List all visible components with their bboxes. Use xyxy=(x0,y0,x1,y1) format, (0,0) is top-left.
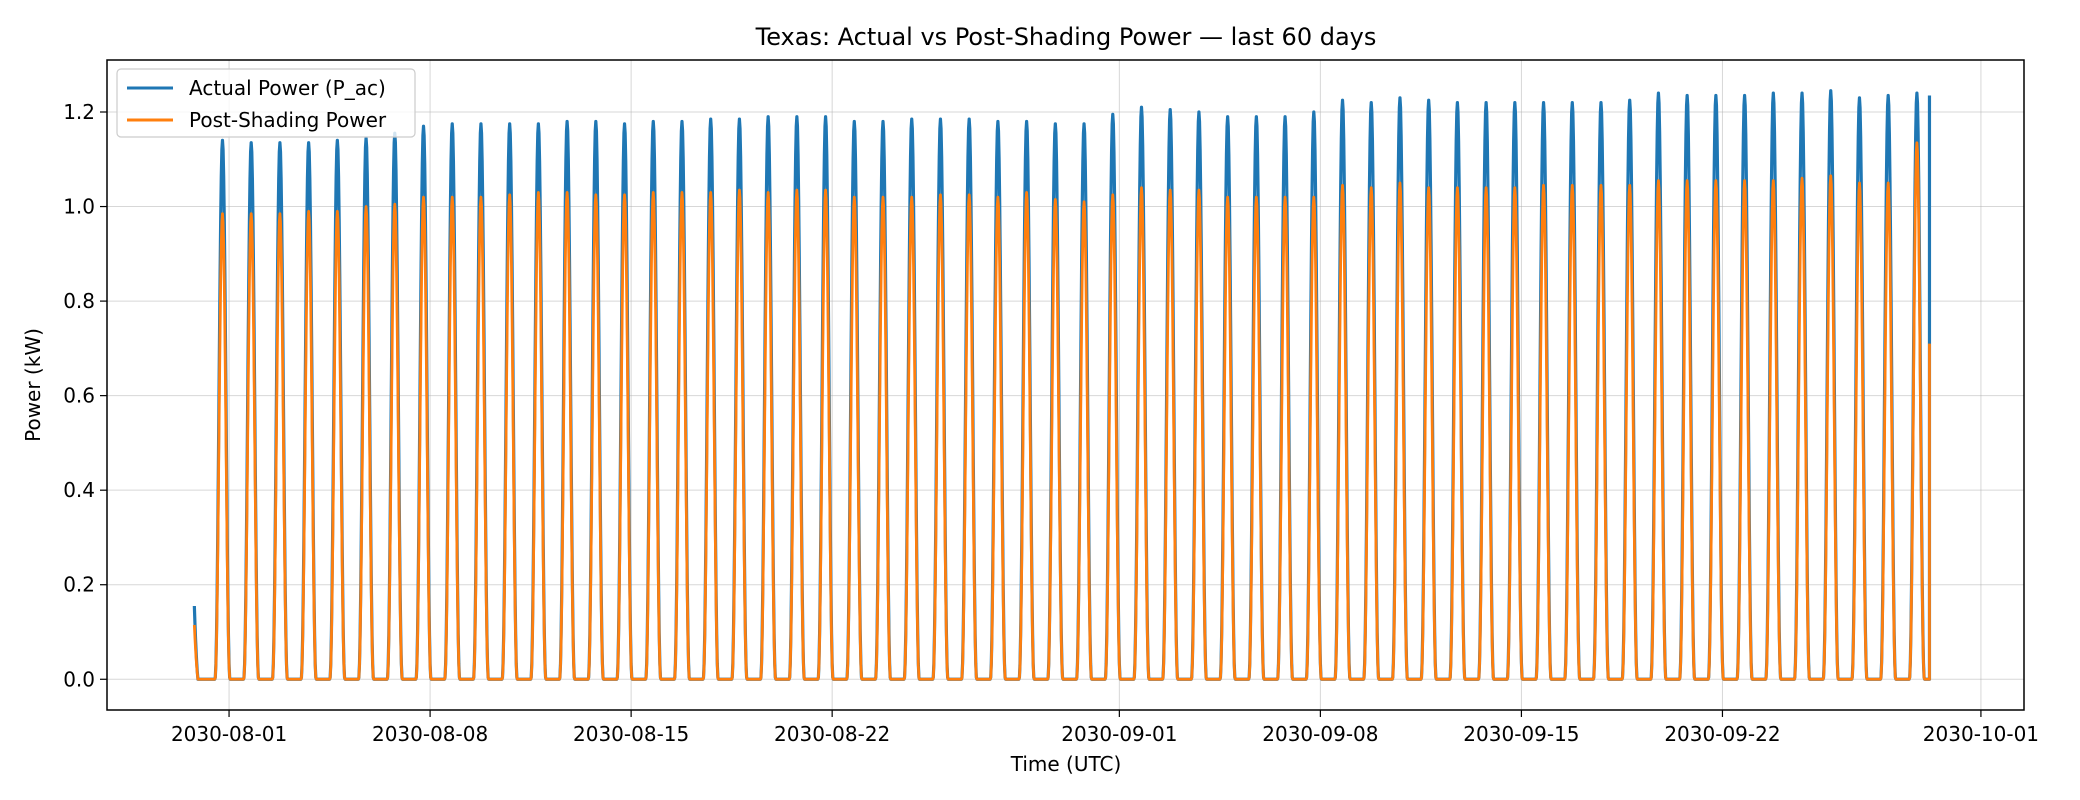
x-tick-label: 2030-09-15 xyxy=(1463,722,1579,746)
y-tick-label: 1.0 xyxy=(63,195,95,219)
x-tick-label: 2030-09-08 xyxy=(1262,722,1378,746)
legend-label-actual: Actual Power (P_ac) xyxy=(189,76,386,100)
x-tick-label: 2030-10-01 xyxy=(1923,722,2039,746)
y-axis: 0.0 0.2 0.4 0.6 0.8 1.0 1.2 xyxy=(63,100,107,691)
x-tick-label: 2030-08-15 xyxy=(573,722,689,746)
x-tick-label: 2030-08-01 xyxy=(171,722,287,746)
plot-area xyxy=(192,89,1932,681)
legend-label-post-shading: Post-Shading Power xyxy=(189,108,387,132)
y-tick-label: 0.0 xyxy=(63,667,95,691)
y-tick-label: 1.2 xyxy=(63,100,95,124)
y-tick-label: 0.4 xyxy=(63,478,95,502)
x-tick-label: 2030-08-08 xyxy=(372,722,488,746)
plot-frame xyxy=(106,59,2025,711)
x-axis-label: Time (UTC) xyxy=(1010,752,1122,776)
legend: Actual Power (P_ac) Post-Shading Power xyxy=(116,68,416,138)
series-line-post-shading-power xyxy=(192,141,1931,681)
legend-box xyxy=(116,68,416,138)
y-tick-label: 0.8 xyxy=(63,289,95,313)
x-tick-label: 2030-09-22 xyxy=(1664,722,1780,746)
x-tick-label: 2030-09-01 xyxy=(1061,722,1177,746)
y-tick-label: 0.2 xyxy=(63,573,95,597)
x-axis: 2030-08-01 2030-08-08 2030-08-15 2030-08-22… xyxy=(171,710,2039,746)
y-tick-label: 0.6 xyxy=(63,384,95,408)
x-tick-label: 2030-08-22 xyxy=(774,722,890,746)
y-axis-label: Power (kW) xyxy=(21,328,45,442)
chart-title: Texas: Actual vs Post-Shading Power — la… xyxy=(755,23,1377,51)
